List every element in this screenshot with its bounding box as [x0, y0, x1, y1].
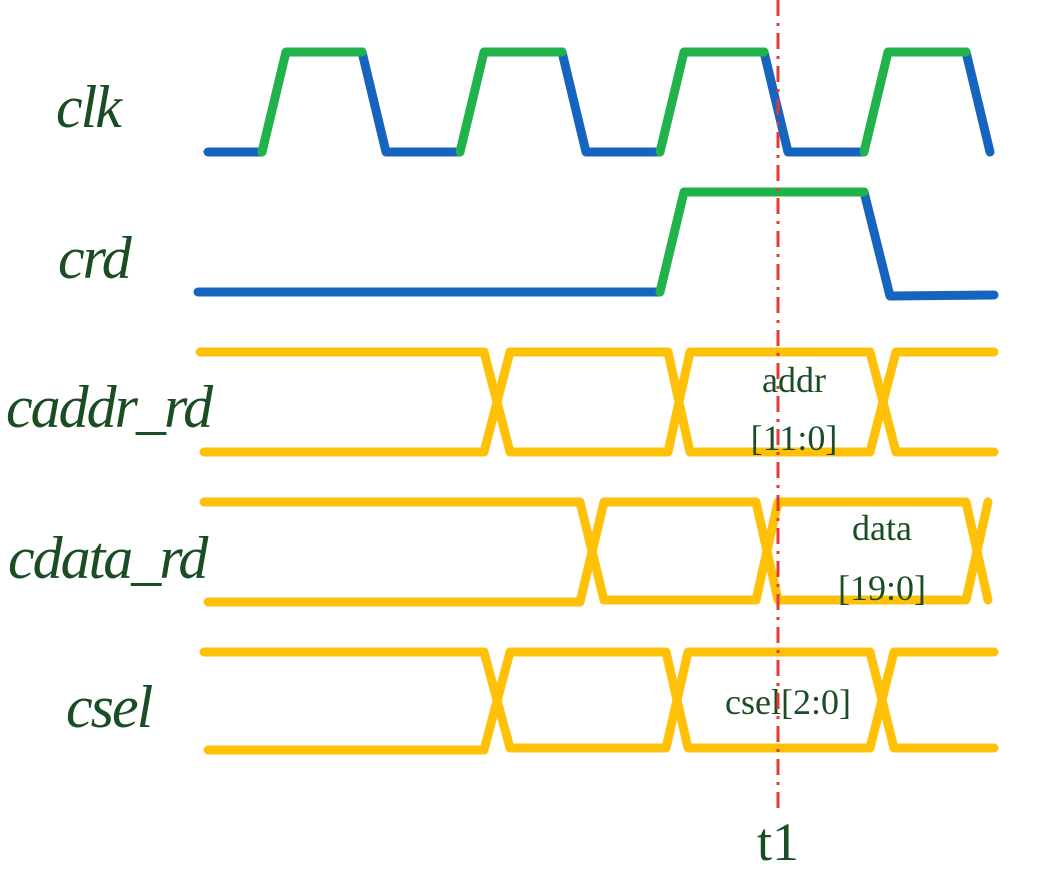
csel-value: csel[2:0] [725, 682, 851, 722]
csel-bus [199, 647, 999, 755]
signal-label-caddr-rd: caddr_rd [6, 374, 214, 440]
clk-low-segments [203, 47, 995, 157]
t1-marker-label: t1 [757, 812, 799, 872]
signal-label-crd: crd [58, 225, 133, 291]
cdata-rd-value-line2: [19:0] [838, 568, 926, 608]
caddr-rd-value-line1: addr [762, 360, 826, 400]
crd-high-segments [655, 187, 869, 297]
signal-label-csel: csel [66, 674, 153, 740]
signal-label-clk: clk [56, 74, 123, 140]
caddr-rd-bus [195, 347, 999, 457]
crd-waveform [193, 187, 999, 301]
cdata-rd-bus [199, 497, 993, 607]
signal-label-cdata-rd: cdata_rd [8, 525, 209, 591]
clk-waveform [203, 47, 995, 157]
cdata-rd-value-line1: data [852, 508, 912, 548]
caddr-rd-value-line2: [11:0] [751, 418, 838, 458]
clk-high-segments [257, 47, 971, 157]
crd-low-segments [193, 187, 999, 301]
